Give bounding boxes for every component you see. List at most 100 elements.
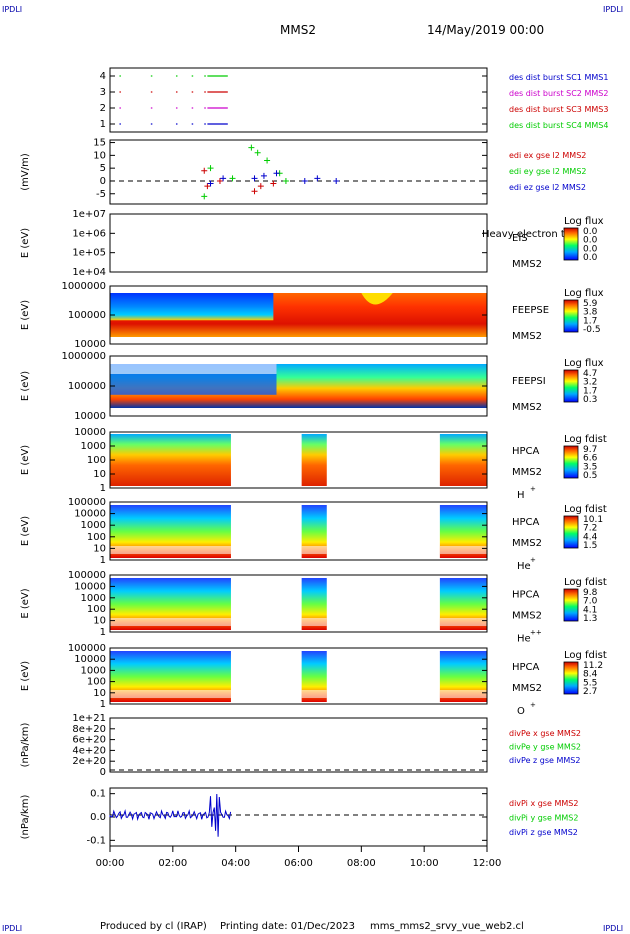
corner-label-top-left: IPDLI [2, 5, 22, 14]
y-tick-label: 4 [100, 71, 106, 82]
hpca-sparse-band [301, 618, 327, 626]
y-axis-label: E (eV) [20, 661, 31, 691]
x-tick-label: 00:00 [96, 858, 125, 869]
corner-label-top-right: IPDLI [603, 5, 623, 14]
edi-point [264, 157, 271, 164]
y-tick-label: 10000 [74, 411, 106, 422]
y-tick-label: 0 [100, 767, 106, 778]
colorbar-tick-label: 4.7 [583, 369, 597, 379]
panel-label: MMS2 [512, 611, 542, 622]
y-tick-label: 1 [100, 483, 106, 494]
legend-entry: des dist burst SC1 MMS1 [509, 73, 608, 82]
colorbar-tick-label: 4.4 [583, 532, 598, 542]
y-tick-label: 1000 [81, 520, 106, 531]
panel-label: EIS [512, 233, 528, 244]
panel-label: MMS2 [512, 683, 542, 694]
y-axis-label: (nPa/km) [20, 795, 31, 840]
edi-point [201, 167, 208, 174]
panel-label: MMS2 [512, 331, 542, 342]
colorbar [563, 661, 579, 695]
edi-point [251, 175, 258, 182]
colorbar-title: Log flux [564, 288, 604, 299]
legend-entry: divPi z gse MMS2 [509, 828, 578, 837]
feepse-low-flux-region [110, 293, 274, 321]
panel-hpca_h: 10000 1000 100 10 1 E (eV) HPCA MMS2 H + Log fdist… [20, 427, 607, 501]
y-tick-label: -0.1 [86, 835, 106, 846]
x-tick-label: 06:00 [284, 858, 313, 869]
legend-entry: des dist burst SC3 MMS3 [509, 105, 608, 114]
colorbar-tick-label: 4.1 [583, 605, 597, 615]
colorbar-tick-label: 7.2 [583, 524, 597, 534]
panel-label: MMS2 [512, 259, 542, 270]
panel-frame [109, 574, 488, 633]
colorbar-tick-label: 8.4 [583, 670, 598, 680]
panel-label: He [517, 634, 531, 645]
legend-entry: divPe z gse MMS2 [509, 756, 580, 765]
panel-label: HPCA [512, 662, 540, 673]
y-axis-label: E (eV) [20, 445, 31, 475]
panel-label: H [517, 490, 525, 501]
colorbar-title: Log flux [564, 216, 604, 227]
edi-point [248, 144, 255, 151]
corner-label-bottom-right: IPDLI [603, 924, 623, 933]
y-tick-label: 1 [100, 555, 106, 566]
panel-frame [109, 213, 488, 273]
edi-point [254, 149, 261, 156]
colorbar-tick-label: 0.3 [583, 395, 597, 405]
edi-point [251, 188, 258, 195]
colorbar-tick-label: 10.1 [583, 515, 603, 525]
y-tick-label: 1e+04 [72, 267, 106, 278]
hpca-sparse-band [439, 546, 487, 554]
edi-point [220, 175, 227, 182]
figure-title: MMS2 [280, 23, 316, 37]
colorbar-tick-label: 0.5 [583, 471, 597, 481]
edi-point [260, 172, 267, 179]
footer-script-name: mms_mms2_srvy_vue_web2.cl [370, 921, 524, 932]
panel-frame [109, 647, 488, 705]
x-tick-label: 02:00 [158, 858, 187, 869]
colorbar-tick-label: 5.9 [583, 299, 598, 309]
y-tick-label: 100 [87, 604, 106, 615]
legend-entry: divPi x gse MMS2 [509, 799, 578, 808]
y-tick-label: 1e+05 [72, 248, 106, 259]
panel-frame [109, 501, 488, 561]
edi-point [301, 177, 308, 184]
legend-entry: divPe y gse MMS2 [509, 743, 581, 752]
hpca-data-block [301, 434, 327, 486]
colorbar [563, 299, 579, 333]
edi-point [216, 177, 223, 184]
panel-feepsi: 1000000 100000 10000 E (eV) FEEPSI MMS2 Log fl… [20, 351, 604, 422]
corner-label-bottom-left: IPDLI [2, 924, 22, 933]
panel-frame [109, 139, 488, 205]
y-tick-label: 10 [93, 543, 106, 554]
colorbar-tick-label: 1.7 [583, 316, 597, 326]
y-tick-label: 1000 [81, 441, 106, 452]
y-tick-label: 10000 [74, 339, 106, 350]
y-tick-label: 100 [87, 455, 106, 466]
colorbar-tick-label: 1.3 [583, 614, 597, 624]
hpca-sparse-band [439, 618, 487, 626]
colorbar-tick-label: 6.6 [583, 454, 598, 464]
hpca-data-block [110, 434, 231, 486]
panel-label: He [517, 561, 531, 572]
y-tick-label: 5 [100, 163, 106, 174]
y-tick-label: 15 [93, 138, 106, 149]
y-tick-label: 0.1 [90, 789, 106, 800]
feepse-feature [361, 293, 393, 305]
y-tick-label: 100000 [68, 570, 106, 581]
y-tick-label: 1e+07 [72, 209, 106, 220]
colorbar [563, 227, 579, 261]
colorbar-tick-label: 0.0 [583, 227, 598, 237]
panel-divpi: 0.1 0.0 -0.1 (nPa/km) divPi x gse MMS2 divPi … [20, 787, 578, 847]
legend-entry: des dist burst SC2 MMS2 [509, 89, 608, 98]
panel-label: FEEPSI [512, 376, 546, 387]
y-axis-label: E (eV) [20, 228, 31, 258]
colorbar-tick-label: 11.2 [583, 661, 603, 671]
panel-label: HPCA [512, 517, 540, 528]
hpca-sparse-band [110, 618, 231, 626]
legend-entry: divPe x gse MMS2 [509, 729, 581, 738]
